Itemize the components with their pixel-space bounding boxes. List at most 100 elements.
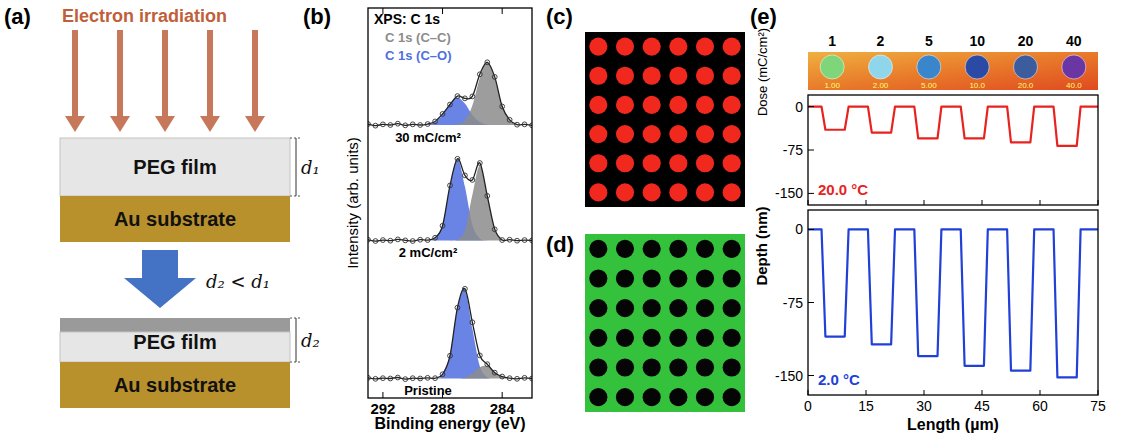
electron-arrow <box>162 30 168 118</box>
damaged-layer <box>60 318 290 332</box>
dose-spot <box>1014 55 1038 79</box>
pattern-spot <box>643 38 661 56</box>
data-point <box>492 227 497 232</box>
plot-frame <box>808 95 1098 205</box>
pattern-spot <box>616 329 634 347</box>
data-point <box>373 239 378 244</box>
pattern-spot <box>643 388 661 406</box>
x-tick <box>982 200 983 205</box>
data-point <box>477 161 482 166</box>
component-peak <box>368 166 532 241</box>
x-tick <box>1040 200 1041 205</box>
process-arrow <box>124 250 196 308</box>
data-point <box>388 123 393 128</box>
data-point <box>463 286 468 291</box>
panel-label: (b) <box>303 4 331 29</box>
pattern-spot <box>589 299 607 317</box>
pattern-spot <box>723 154 741 172</box>
pattern-spot <box>696 388 714 406</box>
pattern-spot <box>616 38 634 56</box>
pattern-spot <box>696 358 714 376</box>
y-tick-label: -150 <box>775 368 803 384</box>
data-point <box>522 122 527 127</box>
data-point <box>470 94 475 99</box>
bracket <box>290 138 300 139</box>
dose-label: 40.0 <box>1066 81 1082 90</box>
figure: (a)(b)(c)(d)(e)Electron irradiationPEG f… <box>0 0 1146 436</box>
peg-film <box>60 332 290 362</box>
data-point <box>373 376 378 381</box>
fit-line <box>368 159 532 241</box>
fit-line <box>368 62 532 125</box>
pattern-spot <box>723 38 741 56</box>
data-point <box>485 193 490 198</box>
pattern-spot <box>723 329 741 347</box>
data-point <box>477 353 482 358</box>
pattern-spot <box>643 240 661 258</box>
x-tick <box>866 390 867 395</box>
data-point <box>522 238 527 243</box>
data-point <box>463 96 468 101</box>
component-peak <box>368 62 532 125</box>
x-tick <box>866 200 867 205</box>
data-point <box>388 376 393 381</box>
data-point <box>455 305 460 310</box>
data-point <box>418 237 423 242</box>
data-point <box>515 376 520 381</box>
pattern-spot <box>669 96 687 114</box>
pattern-spot <box>589 388 607 406</box>
pattern-spot <box>723 299 741 317</box>
pattern-spot <box>589 96 607 114</box>
pattern-spot <box>669 269 687 287</box>
bracket <box>290 318 300 319</box>
relation-label: d₂ < d₁ <box>206 271 270 292</box>
panel-label: (a) <box>4 4 31 29</box>
pattern-spot <box>643 125 661 143</box>
dose-label: 5.00 <box>921 81 937 90</box>
electron-arrow <box>252 30 258 118</box>
bracket <box>296 318 297 362</box>
pattern-spot <box>616 269 634 287</box>
diagram-a: Electron irradiationPEG filmAu substrate… <box>60 6 320 408</box>
data-point <box>470 320 475 325</box>
data-point <box>455 156 460 161</box>
pattern-spot <box>589 38 607 56</box>
dose-value: 5 <box>925 33 933 49</box>
dose-label: 1.00 <box>824 81 840 90</box>
pattern-spot <box>669 240 687 258</box>
x-tick <box>382 392 383 398</box>
thickness-label: d₂ <box>301 330 320 351</box>
data-point <box>515 238 520 243</box>
substrate-label: Au substrate <box>114 208 236 230</box>
bracket <box>290 362 300 363</box>
x-tick <box>808 390 809 395</box>
data-point <box>440 112 445 117</box>
pattern-spot <box>589 240 607 258</box>
x-axis-title: Length (µm) <box>907 416 999 433</box>
y-tick-label: -75 <box>783 295 803 311</box>
x-tick <box>924 390 925 395</box>
dose-value: 1 <box>828 33 836 49</box>
pattern-spot <box>723 269 741 287</box>
pattern-spot <box>589 125 607 143</box>
data-point <box>395 121 400 126</box>
xps-plot <box>368 60 532 382</box>
data-point <box>440 372 445 377</box>
pattern-spot <box>616 183 634 201</box>
pattern-spot <box>669 125 687 143</box>
dose-spot <box>1062 55 1086 79</box>
pattern-spot <box>696 240 714 258</box>
pattern-spot <box>616 67 634 85</box>
pattern-spot <box>589 154 607 172</box>
y-tick <box>808 150 814 151</box>
pattern-spot <box>669 38 687 56</box>
pattern-spot <box>696 299 714 317</box>
data-point <box>395 237 400 242</box>
pattern-spot <box>723 388 741 406</box>
pattern-spot <box>696 38 714 56</box>
electron-arrow-head <box>110 116 130 132</box>
pattern-spot <box>616 96 634 114</box>
y-tick-label: 0 <box>795 99 803 115</box>
data-point <box>500 104 505 109</box>
pattern-spot <box>696 183 714 201</box>
